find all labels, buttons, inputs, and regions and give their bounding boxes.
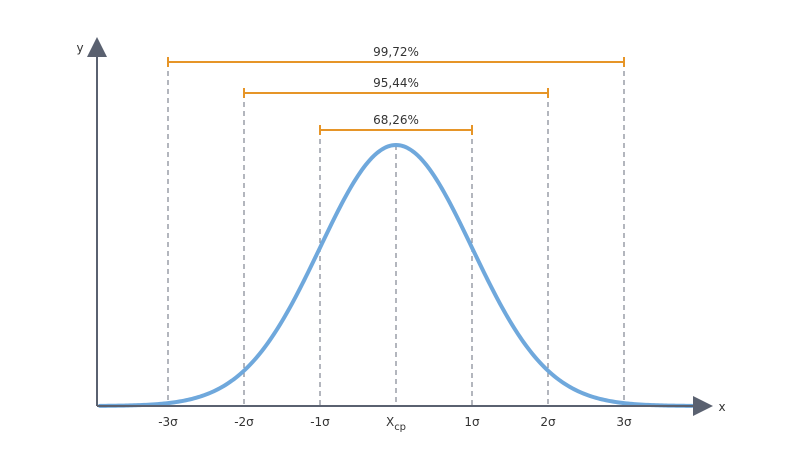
center-label: Xcp <box>386 415 406 433</box>
tick-label-3sigma: 3σ <box>616 415 632 429</box>
tick-labels: -3σ -2σ -1σ 1σ 2σ 3σ <box>158 415 632 429</box>
interval-label-1sigma: 68,26% <box>373 113 419 127</box>
interval-label-2sigma: 95,44% <box>373 76 419 90</box>
tick-label--3sigma: -3σ <box>158 415 178 429</box>
y-axis-label: y <box>76 41 83 55</box>
tick-label--2sigma: -2σ <box>234 415 254 429</box>
tick-label--1sigma: -1σ <box>310 415 330 429</box>
interval-label-3sigma: 99,72% <box>373 45 419 59</box>
interval-brackets: 99,72% 95,44% 68,26% <box>167 45 625 135</box>
sigma-guide-lines <box>167 62 625 406</box>
tick-label-1sigma: 1σ <box>464 415 480 429</box>
x-axis-label: x <box>718 400 725 414</box>
center-label-main: X <box>386 415 394 429</box>
bell-curve <box>98 142 694 408</box>
tick-label-2sigma: 2σ <box>540 415 556 429</box>
center-label-subscript: cp <box>394 422 406 433</box>
